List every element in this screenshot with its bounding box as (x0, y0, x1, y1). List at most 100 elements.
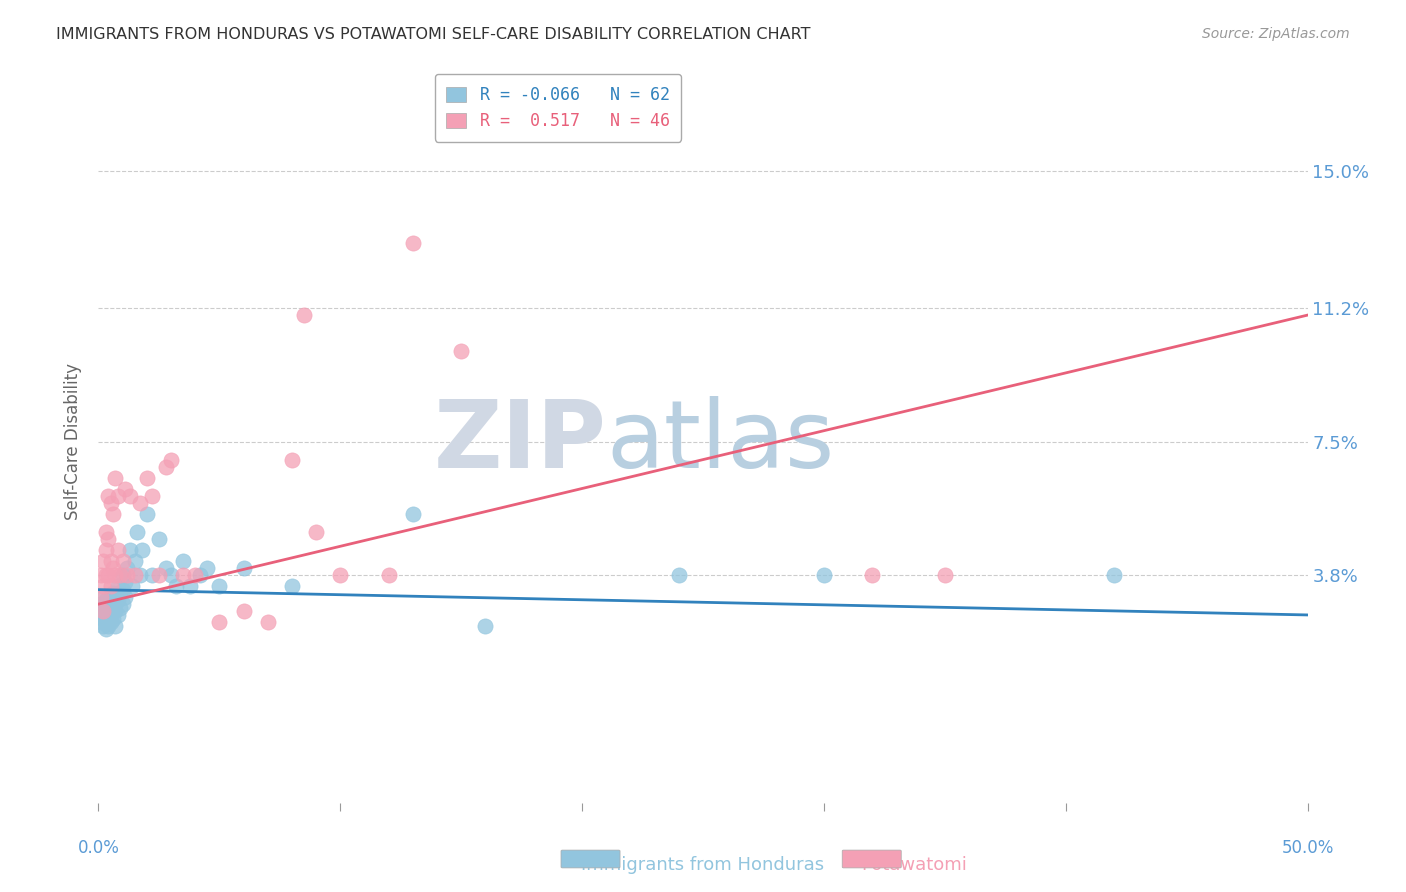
Point (91, 604, 114, 618)
Point (91, 611, 114, 625)
Point (101, 611, 124, 625)
Point (155, 459, 177, 474)
Point (91, 604, 114, 618)
Point (172, 554, 194, 568)
Point (104, 597, 127, 611)
Point (117, 568, 139, 582)
Point (121, 579, 143, 593)
Point (232, 561, 254, 575)
Text: Potawatomi: Potawatomi (860, 856, 967, 874)
Point (94, 607, 117, 622)
Point (90, 607, 112, 622)
Point (90, 615, 112, 630)
Point (104, 604, 127, 618)
Point (377, 568, 399, 582)
Point (256, 615, 278, 630)
Point (90, 597, 112, 611)
Point (101, 600, 124, 615)
Point (100, 615, 122, 630)
Point (124, 568, 146, 582)
Text: atlas: atlas (606, 395, 835, 488)
Point (195, 561, 218, 575)
Point (90, 590, 112, 604)
Point (91, 619, 114, 633)
Point (100, 579, 122, 593)
Point (97, 611, 120, 625)
Point (107, 542, 129, 557)
Point (107, 593, 129, 607)
Point (108, 568, 131, 582)
Point (94, 600, 117, 615)
Point (184, 568, 207, 582)
Point (131, 542, 153, 557)
Point (91, 554, 114, 568)
Point (104, 470, 127, 484)
Point (114, 575, 136, 590)
Point (292, 308, 315, 322)
Point (100, 496, 122, 510)
Point (94, 524, 117, 539)
Point (160, 568, 183, 582)
Point (101, 561, 124, 575)
Point (100, 607, 122, 622)
Point (860, 568, 883, 582)
Point (118, 542, 141, 557)
Point (118, 489, 141, 503)
Point (111, 568, 134, 582)
Point (128, 568, 150, 582)
Point (813, 568, 835, 582)
Point (94, 568, 117, 582)
Point (101, 507, 124, 521)
Point (94, 542, 117, 557)
Point (94, 593, 117, 607)
Point (305, 524, 328, 539)
Point (90, 568, 112, 582)
Text: Immigrants from Honduras: Immigrants from Honduras (582, 856, 824, 874)
Point (97, 568, 120, 582)
Point (111, 582, 134, 597)
Point (148, 532, 170, 546)
Y-axis label: Self-Care Disability: Self-Care Disability (65, 363, 83, 520)
Text: IMMIGRANTS FROM HONDURAS VS POTAWATOMI SELF-CARE DISABILITY CORRELATION CHART: IMMIGRANTS FROM HONDURAS VS POTAWATOMI S… (56, 27, 811, 42)
Point (281, 579, 304, 593)
Point (97, 597, 120, 611)
Text: 0.0%: 0.0% (77, 838, 120, 857)
Point (127, 524, 149, 539)
Point (97, 619, 120, 633)
Point (208, 579, 231, 593)
Point (172, 568, 194, 582)
Point (104, 568, 127, 582)
Point (179, 579, 201, 593)
Point (128, 496, 150, 510)
Point (155, 561, 177, 575)
Point (135, 470, 157, 484)
Legend: R = -0.066   N = 62, R =  0.517   N = 46: R = -0.066 N = 62, R = 0.517 N = 46 (434, 74, 682, 142)
Point (450, 344, 472, 359)
Point (100, 554, 122, 568)
Point (934, 568, 956, 582)
Point (141, 568, 163, 582)
Point (1102, 568, 1125, 582)
Point (402, 507, 425, 521)
Point (108, 600, 131, 615)
Point (141, 489, 163, 503)
Point (124, 554, 146, 568)
Text: ZIP: ZIP (433, 395, 606, 488)
Point (114, 590, 136, 604)
Point (232, 604, 254, 618)
Point (135, 507, 157, 521)
Point (148, 568, 170, 582)
Point (108, 586, 131, 600)
Point (97, 532, 120, 546)
Point (188, 568, 211, 582)
Point (100, 590, 122, 604)
Point (101, 586, 124, 600)
Point (114, 482, 136, 496)
Point (107, 489, 129, 503)
Point (97, 604, 120, 618)
Point (104, 590, 127, 604)
Point (107, 579, 129, 593)
Point (94, 615, 117, 630)
Point (117, 561, 139, 575)
Point (100, 593, 122, 607)
